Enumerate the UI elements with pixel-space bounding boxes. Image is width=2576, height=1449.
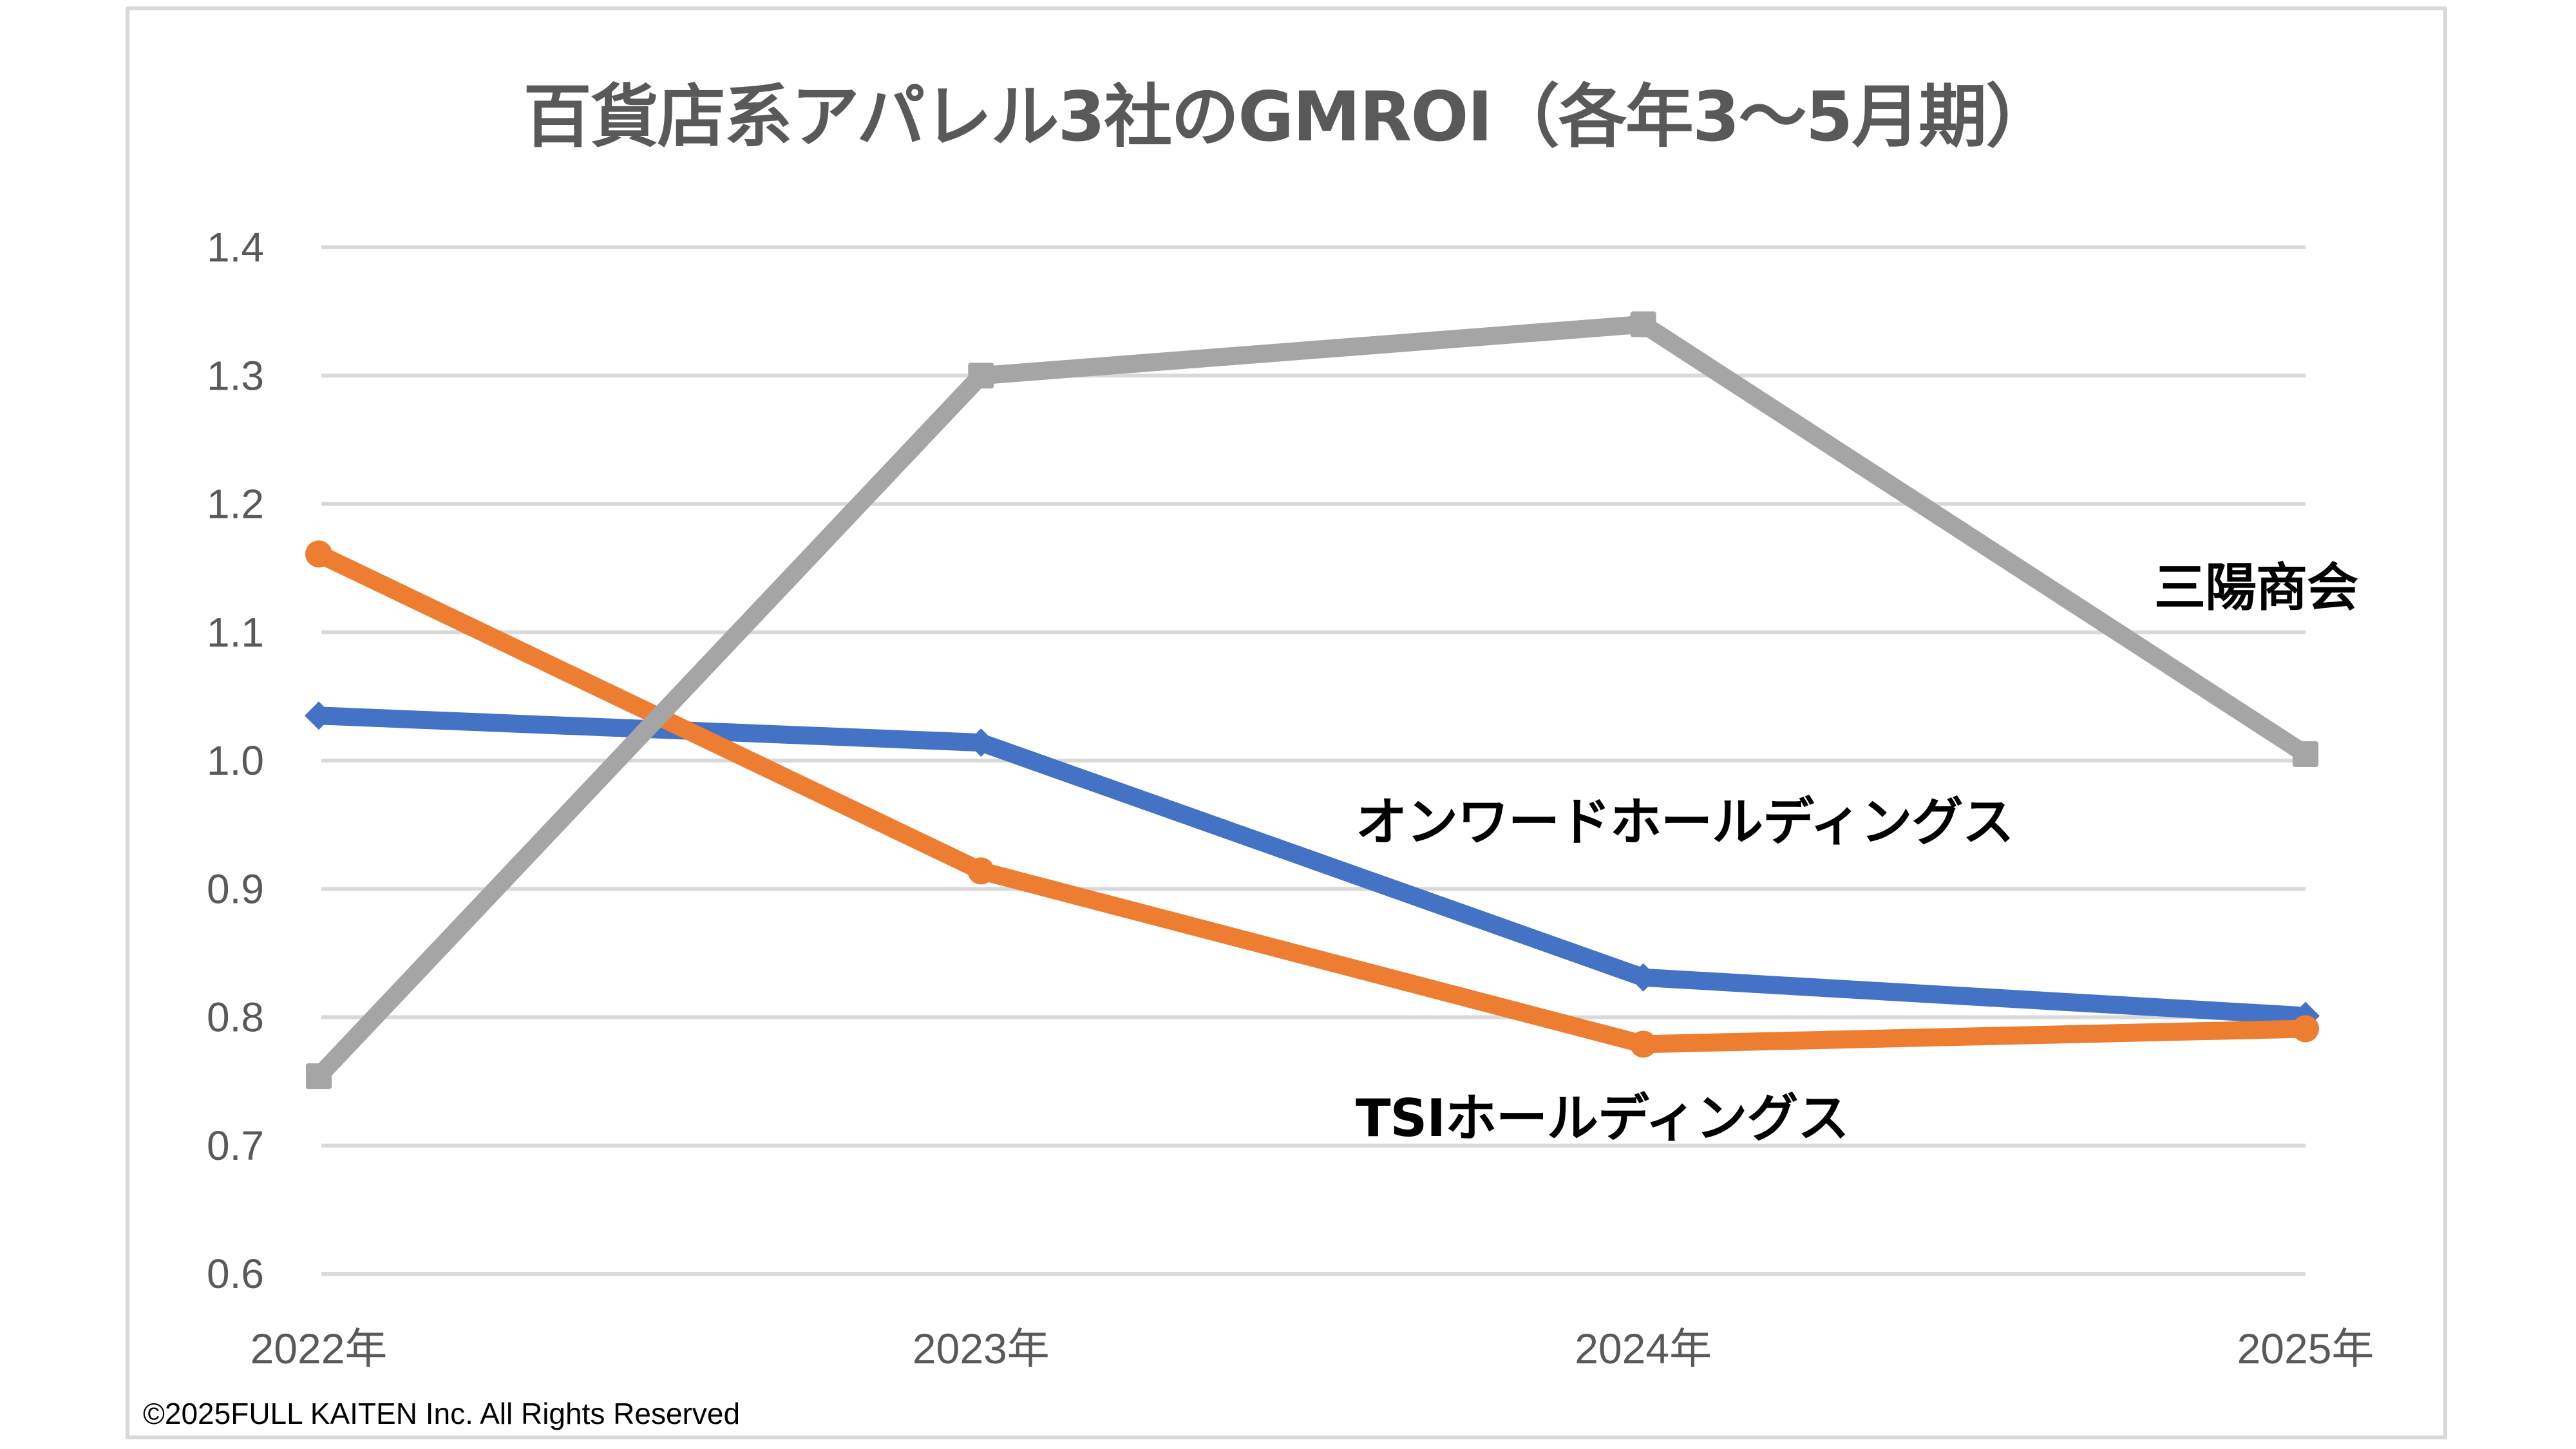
data-point-diamond — [305, 701, 333, 730]
y-tick-label: 1.0 — [207, 737, 264, 784]
x-tick-label: 2024年 — [1575, 1325, 1712, 1372]
y-tick-label: 0.8 — [207, 994, 264, 1041]
series-label-tsi: TSIホールディングス — [1356, 1088, 1849, 1148]
copyright-notice: ©2025FULL KAITEN Inc. All Rights Reserve… — [143, 1397, 741, 1430]
y-tick-label: 0.6 — [207, 1251, 264, 1297]
series-label-onward: オンワードホールディングス — [1356, 792, 2014, 852]
series-0 — [305, 701, 2320, 1030]
data-point-circle — [2292, 1015, 2319, 1043]
series-line — [312, 315, 2311, 1083]
data-point-square — [1630, 311, 1656, 337]
data-point-circle — [967, 857, 995, 885]
data-point-square — [306, 1063, 332, 1090]
y-tick-label: 0.9 — [207, 866, 264, 912]
data-point-diamond — [967, 728, 996, 757]
y-tick-label: 1.4 — [207, 224, 264, 270]
y-tick-label: 1.3 — [207, 352, 264, 399]
data-point-diamond — [1629, 963, 1658, 992]
x-tick-label: 2022年 — [251, 1325, 388, 1372]
x-tick-label: 2025年 — [2237, 1325, 2374, 1372]
series-2 — [306, 311, 2318, 1090]
gridlines — [321, 245, 2306, 1276]
series-label-sanyo: 三陽商会 — [2154, 558, 2358, 618]
series-line — [314, 545, 2306, 1054]
y-axis-ticks: 0.6 0.7 0.8 0.9 1.0 1.1 1.2 1.3 1.4 — [207, 224, 264, 1297]
data-point-circle — [1629, 1030, 1657, 1058]
chart-title: 百貨店系アパレル3社のGMROI（各年3～5月期） — [523, 77, 2054, 156]
x-axis-ticks: 2022年 2023年 2024年 2025年 — [251, 1325, 2374, 1372]
data-point-circle — [305, 540, 332, 568]
y-tick-label: 0.7 — [207, 1122, 264, 1169]
series-group — [305, 311, 2320, 1090]
data-point-square — [968, 363, 994, 389]
x-tick-label: 2023年 — [913, 1325, 1050, 1372]
series-1 — [305, 540, 2319, 1058]
y-tick-label: 1.2 — [207, 481, 264, 527]
data-point-square — [2293, 741, 2318, 768]
y-tick-label: 1.1 — [207, 609, 264, 656]
